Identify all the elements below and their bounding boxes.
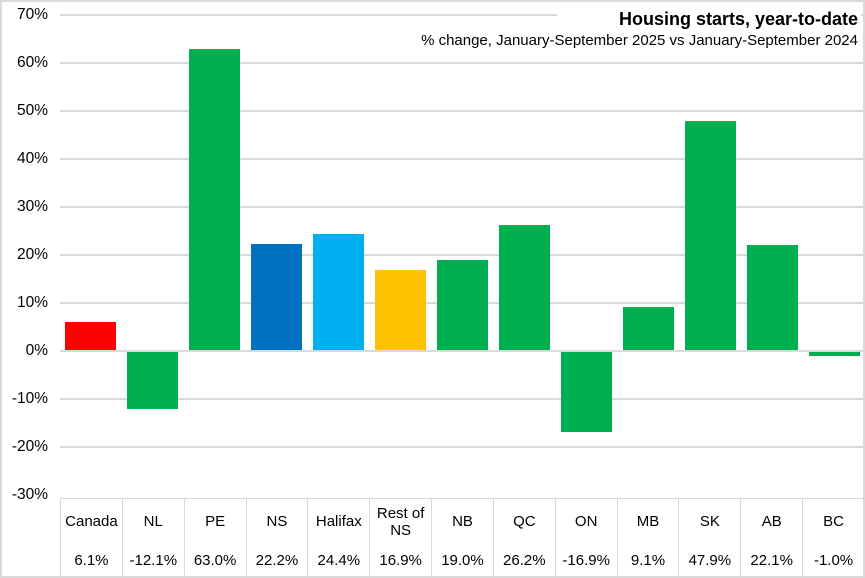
bar-rest-of-ns — [375, 269, 427, 351]
table-cell-halifax: Halifax 24.4% — [308, 499, 371, 576]
category-label: SK — [699, 513, 720, 530]
y-axis-tick-label: 30% — [16, 198, 48, 215]
chart-subtitle: % change, January-September 2025 vs Janu… — [411, 31, 861, 52]
gridline — [60, 398, 863, 400]
table-cell-ns: NS 22.2% — [247, 499, 309, 576]
table-cell-sk: SK 47.9% — [679, 499, 742, 576]
bar-qc — [498, 225, 550, 351]
chart-title-box: Housing starts, year-to-date % change, J… — [411, 2, 861, 52]
bar-on — [560, 351, 612, 433]
category-value: 24.4% — [317, 551, 361, 569]
category-value: -1.0% — [813, 551, 854, 569]
category-label: QC — [513, 513, 536, 530]
category-label: BC — [823, 513, 844, 530]
table-cell-ab: AB 22.1% — [741, 499, 804, 576]
category-value: 6.1% — [74, 551, 109, 569]
category-label: ON — [574, 513, 598, 530]
y-axis-tick-label: -10% — [11, 390, 48, 407]
bar-nb — [437, 259, 488, 351]
bar-nl — [127, 351, 179, 410]
gridline — [60, 254, 863, 256]
bar-canada — [65, 321, 117, 351]
bar-bc — [808, 351, 860, 356]
category-value: 22.1% — [750, 551, 793, 569]
table-cell-nl: NL -12.1% — [123, 499, 185, 576]
y-axis-tick-label: 70% — [16, 6, 48, 23]
table-cell-canada: Canada 6.1% — [61, 499, 123, 576]
category-value: -12.1% — [129, 551, 178, 569]
bar-halifax — [313, 233, 365, 351]
category-label: AB — [761, 513, 782, 530]
table-cell-nb: NB 19.0% — [432, 499, 494, 576]
table-cell-pe: PE 63.0% — [185, 499, 247, 576]
category-value: -16.9% — [562, 551, 610, 569]
category-label: MB — [636, 513, 660, 530]
gridline — [60, 62, 863, 64]
category-label: Halifax — [315, 513, 362, 530]
y-axis-tick-label: 20% — [16, 246, 48, 263]
category-value: 16.9% — [379, 551, 422, 569]
chart-title: Housing starts, year-to-date — [556, 2, 861, 31]
table-cell-bc: BC -1.0% — [803, 499, 863, 576]
bar-sk — [684, 121, 736, 351]
table-cell-rest-of-ns: Rest of NS 16.9% — [370, 499, 433, 576]
category-label: PE — [205, 513, 226, 530]
gridline — [60, 14, 863, 16]
y-axis-tick-label: 10% — [16, 294, 48, 311]
category-label: Canada — [65, 513, 118, 530]
gridline — [60, 206, 863, 208]
category-value: 63.0% — [193, 551, 237, 569]
y-axis-tick-label: 0% — [25, 342, 48, 359]
gridline — [60, 110, 863, 112]
y-axis-tick-label: 50% — [16, 102, 48, 119]
category-value: 26.2% — [503, 551, 546, 569]
y-axis-tick-label: 60% — [16, 54, 48, 71]
category-label: NB — [452, 513, 473, 530]
category-label: NS — [266, 513, 288, 530]
table-cell-mb: MB 9.1% — [618, 499, 680, 576]
category-label: NL — [143, 513, 163, 530]
category-value: 9.1% — [630, 551, 666, 569]
y-axis-tick-label: 40% — [16, 150, 48, 167]
data-table: Canada 6.1% NL -12.1% PE 63.0% NS 22.2% Halifax 2… — [60, 498, 863, 576]
gridline — [60, 446, 863, 448]
y-axis-tick-label: -30% — [11, 486, 48, 503]
table-cell-on: ON -16.9% — [556, 499, 618, 576]
zero-axis-line — [60, 350, 863, 352]
category-label: Rest of NS — [376, 504, 425, 539]
y-axis-tick-label: -20% — [11, 438, 48, 455]
bar-ns — [251, 244, 303, 351]
bar-ab — [746, 244, 798, 351]
gridline — [60, 158, 863, 160]
category-value: 19.0% — [441, 551, 484, 569]
table-cell-qc: QC 26.2% — [494, 499, 556, 576]
category-value: 22.2% — [255, 551, 299, 569]
bar-pe — [189, 48, 241, 351]
bar-mb — [622, 307, 674, 351]
category-value: 47.9% — [688, 551, 732, 569]
